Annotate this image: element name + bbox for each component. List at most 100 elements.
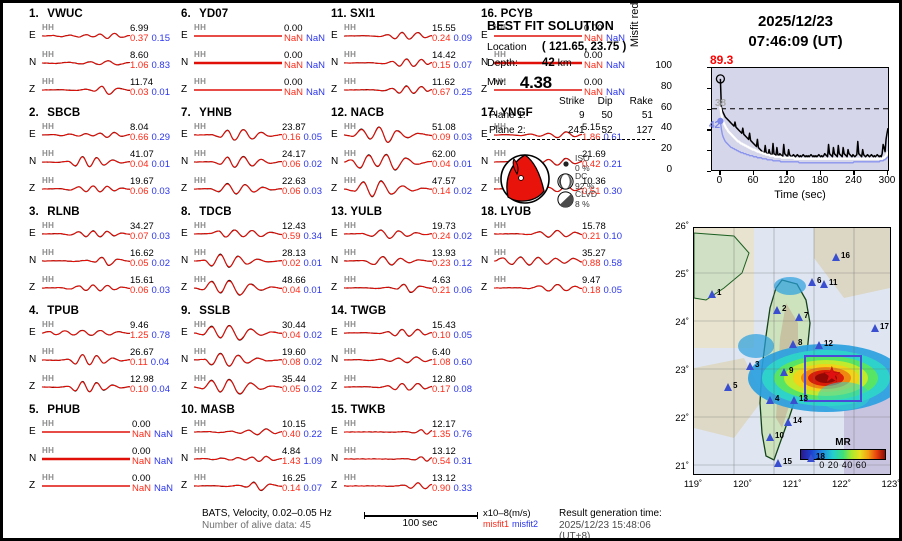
component-label: E [29,426,36,437]
channel-label: HH [42,374,55,383]
component-label: Z [29,480,36,491]
component-trace-row: E HH 12.43 0.59 0.34 [181,220,331,247]
map-station-label: 17 [880,322,889,331]
channel-label: HH [42,221,55,230]
component-label: Z [331,84,338,95]
component-label: N [181,156,189,167]
mw-value: 4.38 [519,73,552,92]
map-station-marker[interactable] [790,396,798,404]
misfit2-value: 0.61 [603,132,623,143]
waveform-trace [343,123,433,147]
misfit-values: 0.14 0.02 [432,186,472,197]
amplitude-value: 15.61 [130,275,154,286]
channel-label: HH [42,275,55,284]
component-trace-row: Z HH 19.67 0.06 0.03 [29,175,179,202]
map-station-marker[interactable] [708,290,716,298]
map-station-label: 8 [798,338,803,347]
misfit-values: NaN NaN [584,60,625,71]
component-label: E [331,327,338,338]
map-station-marker[interactable] [820,280,828,288]
iso-percent: 0 % [575,162,590,173]
misfit-values: 0.15 0.07 [432,60,472,71]
component-trace-row: E HH 23.87 0.16 0.05 [181,121,331,148]
component-trace-row: E HH 0.00 NaN NaN [481,22,631,49]
component-trace-row: N HH 26.67 0.11 0.04 [29,346,179,373]
channel-label: HH [194,149,207,158]
amplitude-value: 12.80 [432,374,456,385]
misfit1-value: 0.03 [130,87,149,98]
misfit1-value: 0.15 [432,60,451,71]
misfit-values: 0.04 0.01 [130,159,170,170]
component-trace-row: Z HH 12.98 0.10 0.04 [29,373,179,400]
map-station-marker[interactable] [766,433,774,441]
waveform-trace [494,24,582,48]
station-map-panel: ★ MR 0 20 40 60 1 2 3 4 5 6 7 8 9 10 11 12 13 14 15 16 1… [663,221,899,511]
map-station-label: 2 [782,304,787,313]
map-station-marker[interactable] [871,324,879,332]
station-block: 6. YD07 E HH 0.00 NaN NaN N HH 0.00 NaN NaN Z HH 0.00… [181,7,331,103]
misfit2-value: 0.02 [453,231,473,242]
map-station-marker[interactable] [815,341,823,349]
amplitude-value: 0.00 [132,473,151,484]
misfit1-value: 0.40 [282,429,301,440]
map-station-marker[interactable] [789,340,797,348]
amplitude-value: 15.43 [432,320,456,331]
map-station-marker[interactable] [795,313,803,321]
component-trace-row: Z HH 22.63 0.06 0.03 [181,175,331,202]
misfit1-value: 0.04 [282,330,301,341]
station-header: 12. NACB [331,106,481,121]
map-station-marker[interactable] [746,362,754,370]
map-lat-tick: 25˚ [675,269,689,280]
map-station-marker[interactable] [724,383,732,391]
station-header: 13. YULB [331,205,481,220]
misfit1-value: 0.04 [282,285,301,296]
component-trace-row: E HH 19.73 0.24 0.02 [331,220,481,247]
amplitude-value: 13.93 [432,248,456,259]
component-label: N [481,255,489,266]
map-station-marker[interactable] [766,396,774,404]
component-trace-row: N HH 62.00 0.04 0.01 [331,148,481,175]
map-station-marker[interactable] [774,459,782,467]
amplitude-value: 21.69 [582,149,606,160]
station-header: 17. YNGF [481,106,631,121]
chart-x-tickmark [853,171,855,175]
dc-percent: 92 % [575,180,595,191]
channel-label: HH [42,176,55,185]
component-label: Z [331,183,338,194]
station-code: SSLB [199,305,231,317]
component-label: Z [481,84,488,95]
map-station-marker[interactable] [832,253,840,261]
station-header: 6. YD07 [181,7,331,22]
map-station-label: 13 [799,394,808,403]
waveform-trace [343,249,433,273]
component-trace-row: N HH 35.27 0.88 0.58 [481,247,631,274]
map-station-marker[interactable] [808,278,816,286]
component-trace-row: N HH 41.07 0.04 0.01 [29,148,179,175]
component-trace-row: E HH 5.15 1.86 0.61 [481,121,631,148]
channel-label: HH [494,23,507,32]
station-header: 4. TPUB [29,304,179,319]
map-station-marker[interactable] [773,306,781,314]
component-trace-row: Z HH 11.74 0.03 0.01 [29,76,179,103]
waveform-trace [493,276,583,300]
time-scale-bar: 100 sec [364,512,478,530]
misfit1-value: NaN [284,60,304,71]
map-station-marker[interactable] [807,454,815,462]
misfit-values: NaN NaN [584,87,625,98]
plane-strike: 9 [579,110,585,121]
channel-label: HH [194,275,207,284]
channel-label: HH [494,221,507,230]
misfit2-value: 0.02 [303,159,323,170]
map-canvas[interactable]: ★ MR 0 20 40 60 1 2 3 4 5 6 7 8 9 10 11 12 13 14 15 16 1… [693,227,891,475]
misfit2-value: NaN [154,483,174,494]
chart-y-tickmark [707,150,711,152]
map-station-label: 4 [775,394,780,403]
waveform-trace [494,78,582,102]
map-station-marker[interactable] [784,418,792,426]
misfit1-value: 1.06 [130,60,149,71]
map-station-marker[interactable] [780,368,788,376]
station-block: 14. TWGB E HH 15.43 0.10 0.05 N HH 6.40 1.08 0.60 Z… [331,304,481,400]
channel-label: HH [194,446,207,455]
channel-label: HH [494,122,507,131]
misfit2-value: 0.34 [303,231,323,242]
